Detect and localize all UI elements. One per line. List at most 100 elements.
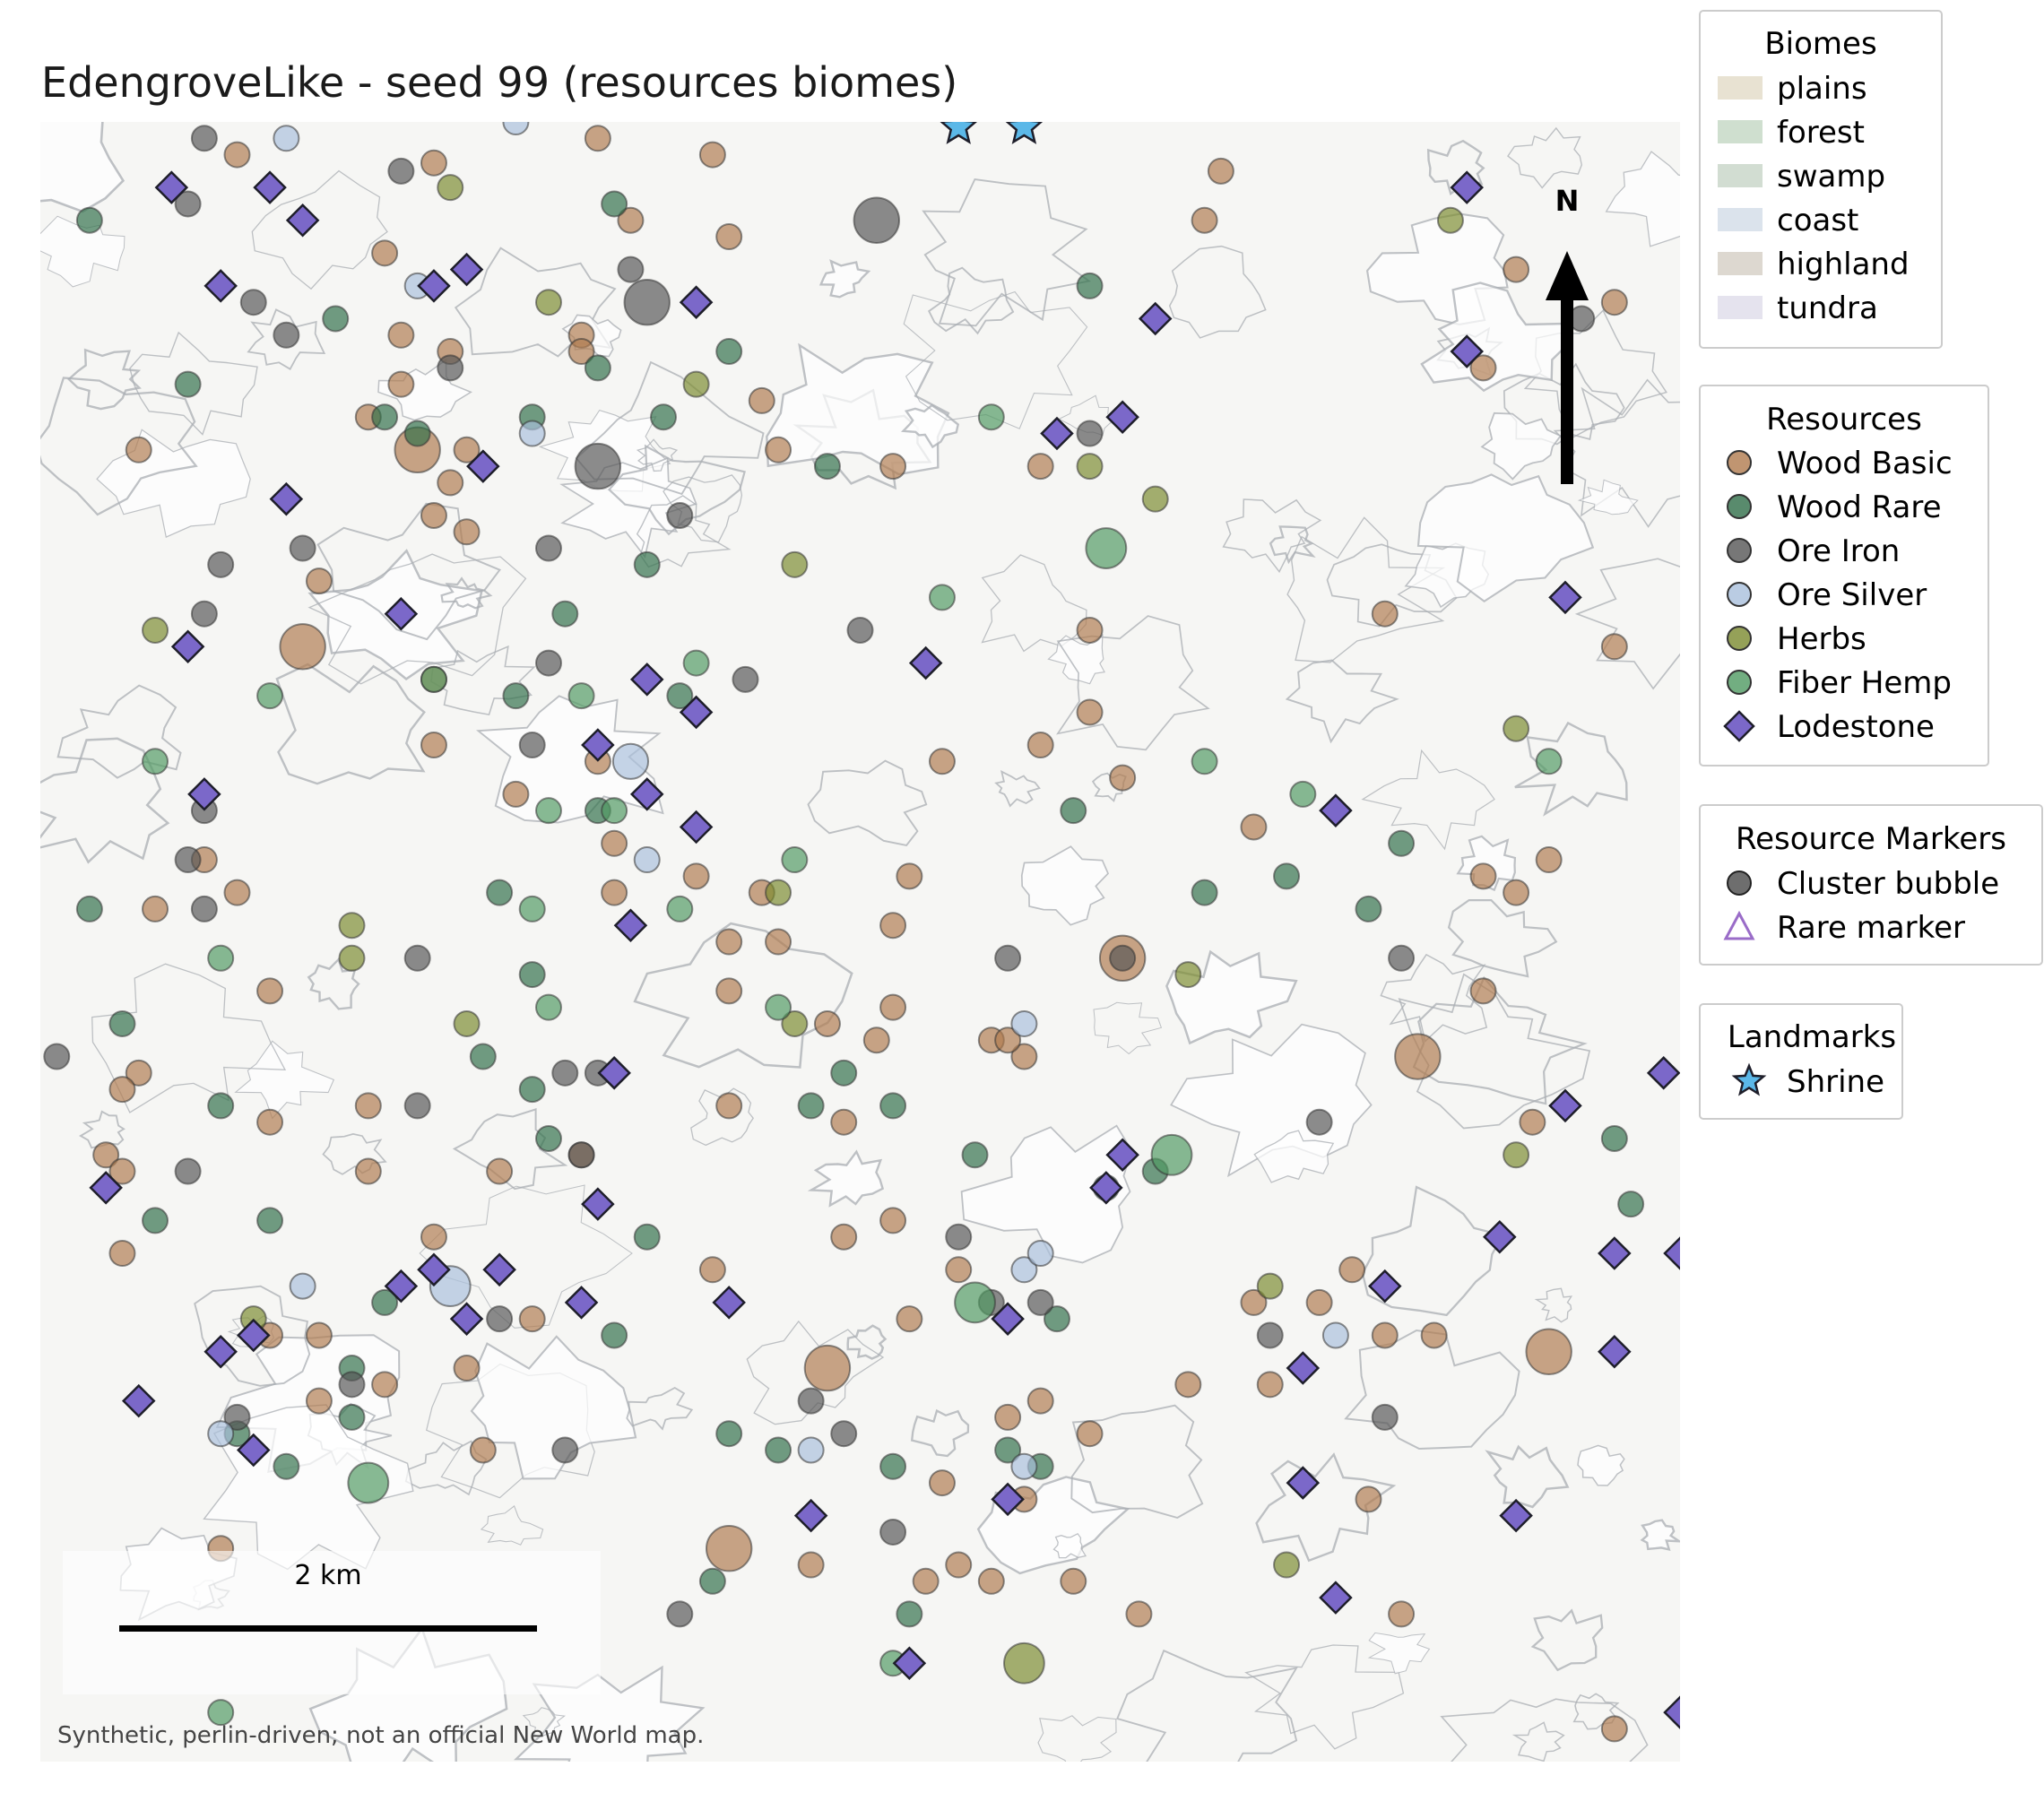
resource-lodestone-point[interactable]	[1450, 334, 1484, 368]
resource-wood-basic-point[interactable]	[977, 1567, 1005, 1595]
resource-lodestone-point[interactable]	[187, 777, 221, 811]
resource-wood-rare-point[interactable]	[1273, 862, 1301, 890]
resource-fiber-hemp-point[interactable]	[534, 797, 562, 825]
resource-wood-basic-point[interactable]	[945, 1551, 973, 1579]
resource-wood-rare-point[interactable]	[108, 1009, 136, 1037]
resource-wood-basic-point[interactable]	[1388, 1600, 1416, 1628]
resource-lodestone-point[interactable]	[1548, 1088, 1582, 1123]
resource-fiber-hemp-point[interactable]	[977, 403, 1005, 431]
resource-lodestone-point[interactable]	[712, 1286, 746, 1320]
resource-wood-basic-point[interactable]	[1076, 698, 1104, 726]
resource-wood-basic-point[interactable]	[715, 977, 743, 1005]
resource-fiber-hemp-point[interactable]	[518, 895, 546, 922]
resource-ore-silver-point[interactable]	[518, 420, 546, 447]
resource-wood-basic-point[interactable]	[1600, 633, 1628, 661]
resource-wood-rare-point[interactable]	[518, 1076, 546, 1104]
resource-herbs-point[interactable]	[1503, 715, 1530, 742]
resource-lodestone-point[interactable]	[1663, 1236, 1695, 1270]
resource-lodestone-point[interactable]	[1450, 170, 1484, 204]
resource-ore-silver-point[interactable]	[1321, 1321, 1349, 1349]
resource-wood-rare-point[interactable]	[502, 682, 530, 710]
resource-wood-rare-point[interactable]	[650, 403, 678, 431]
resource-fiber-hemp-point[interactable]	[1150, 1133, 1193, 1176]
resource-ore-iron-point[interactable]	[239, 289, 267, 316]
resource-wood-basic-point[interactable]	[803, 1344, 852, 1392]
resource-wood-rare-point[interactable]	[322, 305, 350, 333]
resource-ore-iron-point[interactable]	[1388, 944, 1416, 972]
resource-wood-basic-point[interactable]	[567, 338, 595, 366]
resource-ore-iron-point[interactable]	[43, 1043, 71, 1070]
resource-lodestone-point[interactable]	[629, 663, 664, 697]
resource-ore-iron-point[interactable]	[273, 321, 300, 349]
resource-wood-basic-point[interactable]	[1338, 1256, 1366, 1284]
resource-ore-iron-point[interactable]	[945, 1223, 973, 1251]
resource-lodestone-point[interactable]	[1483, 1219, 1517, 1254]
resource-wood-basic-point[interactable]	[453, 1355, 481, 1382]
resource-lodestone-point[interactable]	[793, 1498, 828, 1533]
resource-lodestone-point[interactable]	[449, 252, 484, 287]
resource-lodestone-point[interactable]	[1138, 301, 1173, 336]
resource-ore-iron-point[interactable]	[1109, 944, 1137, 972]
resource-wood-basic-point[interactable]	[1076, 616, 1104, 644]
resource-lodestone-point[interactable]	[466, 449, 500, 483]
resource-wood-basic-point[interactable]	[1256, 1371, 1284, 1399]
resource-wood-rare-point[interactable]	[601, 1321, 628, 1349]
resource-herbs-point[interactable]	[1436, 206, 1464, 234]
resource-wood-basic-point[interactable]	[305, 1321, 333, 1349]
resource-ore-iron-point[interactable]	[617, 256, 645, 283]
resource-wood-basic-point[interactable]	[1207, 157, 1234, 185]
resource-ore-silver-point[interactable]	[273, 125, 300, 152]
resource-lodestone-point[interactable]	[237, 1433, 271, 1468]
resource-lodestone-point[interactable]	[154, 170, 189, 204]
resource-lodestone-point[interactable]	[1663, 1695, 1695, 1729]
resource-fiber-hemp-point[interactable]	[682, 649, 710, 677]
resource-wood-rare-point[interactable]	[715, 338, 743, 366]
resource-ore-iron-point[interactable]	[567, 1141, 595, 1169]
resource-wood-rare-point[interactable]	[338, 1403, 366, 1431]
resource-ore-iron-point[interactable]	[797, 1387, 825, 1415]
resource-ore-iron-point[interactable]	[1305, 1108, 1333, 1136]
resource-wood-basic-point[interactable]	[584, 125, 611, 152]
resource-wood-basic-point[interactable]	[698, 1256, 726, 1284]
resource-wood-basic-point[interactable]	[1469, 862, 1497, 890]
resource-wood-basic-point[interactable]	[256, 1108, 284, 1136]
resource-ore-iron-point[interactable]	[879, 1518, 907, 1546]
resource-herbs-point[interactable]	[1141, 485, 1169, 513]
resource-wood-basic-point[interactable]	[1469, 354, 1497, 382]
resource-lodestone-point[interactable]	[89, 1171, 123, 1205]
resource-ore-iron-point[interactable]	[732, 665, 759, 693]
resource-wood-rare-point[interactable]	[715, 1420, 743, 1448]
resource-wood-basic-point[interactable]	[1371, 1321, 1399, 1349]
resource-ore-iron-point[interactable]	[846, 616, 874, 644]
resource-lodestone-point[interactable]	[1286, 1351, 1321, 1385]
resource-wood-basic-point[interactable]	[994, 1026, 1022, 1054]
resource-fiber-hemp-point[interactable]	[420, 665, 447, 693]
resource-herbs-point[interactable]	[781, 550, 809, 578]
resource-wood-rare-point[interactable]	[1388, 829, 1416, 857]
resource-wood-basic-point[interactable]	[715, 223, 743, 251]
shrine-icon[interactable]	[1005, 109, 1044, 144]
resource-ore-iron-point[interactable]	[518, 732, 546, 759]
resource-ore-iron-point[interactable]	[994, 944, 1022, 972]
resource-wood-rare-point[interactable]	[534, 1124, 562, 1152]
resource-lodestone-point[interactable]	[581, 1187, 615, 1221]
resource-wood-rare-point[interactable]	[75, 895, 103, 922]
resource-wood-rare-point[interactable]	[256, 1207, 284, 1234]
resource-ore-iron-point[interactable]	[574, 442, 622, 490]
resource-wood-rare-point[interactable]	[698, 1567, 726, 1595]
resource-herbs-point[interactable]	[142, 616, 169, 644]
resource-fiber-hemp-point[interactable]	[765, 993, 792, 1021]
resource-ore-iron-point[interactable]	[190, 125, 218, 152]
resource-ore-iron-point[interactable]	[174, 1157, 202, 1185]
resource-herbs-point[interactable]	[1003, 1641, 1045, 1685]
resource-wood-basic-point[interactable]	[305, 1387, 333, 1415]
resource-wood-basic-point[interactable]	[1355, 1486, 1382, 1513]
resource-wood-basic-point[interactable]	[305, 567, 333, 595]
resource-lodestone-point[interactable]	[892, 1646, 927, 1681]
resource-wood-basic-point[interactable]	[469, 1436, 497, 1464]
resource-wood-basic-point[interactable]	[420, 732, 447, 759]
resource-ore-silver-point[interactable]	[289, 1272, 316, 1300]
resource-wood-basic-point[interactable]	[256, 977, 284, 1005]
resource-fiber-hemp-point[interactable]	[207, 944, 235, 972]
resource-wood-basic-point[interactable]	[486, 1157, 514, 1185]
